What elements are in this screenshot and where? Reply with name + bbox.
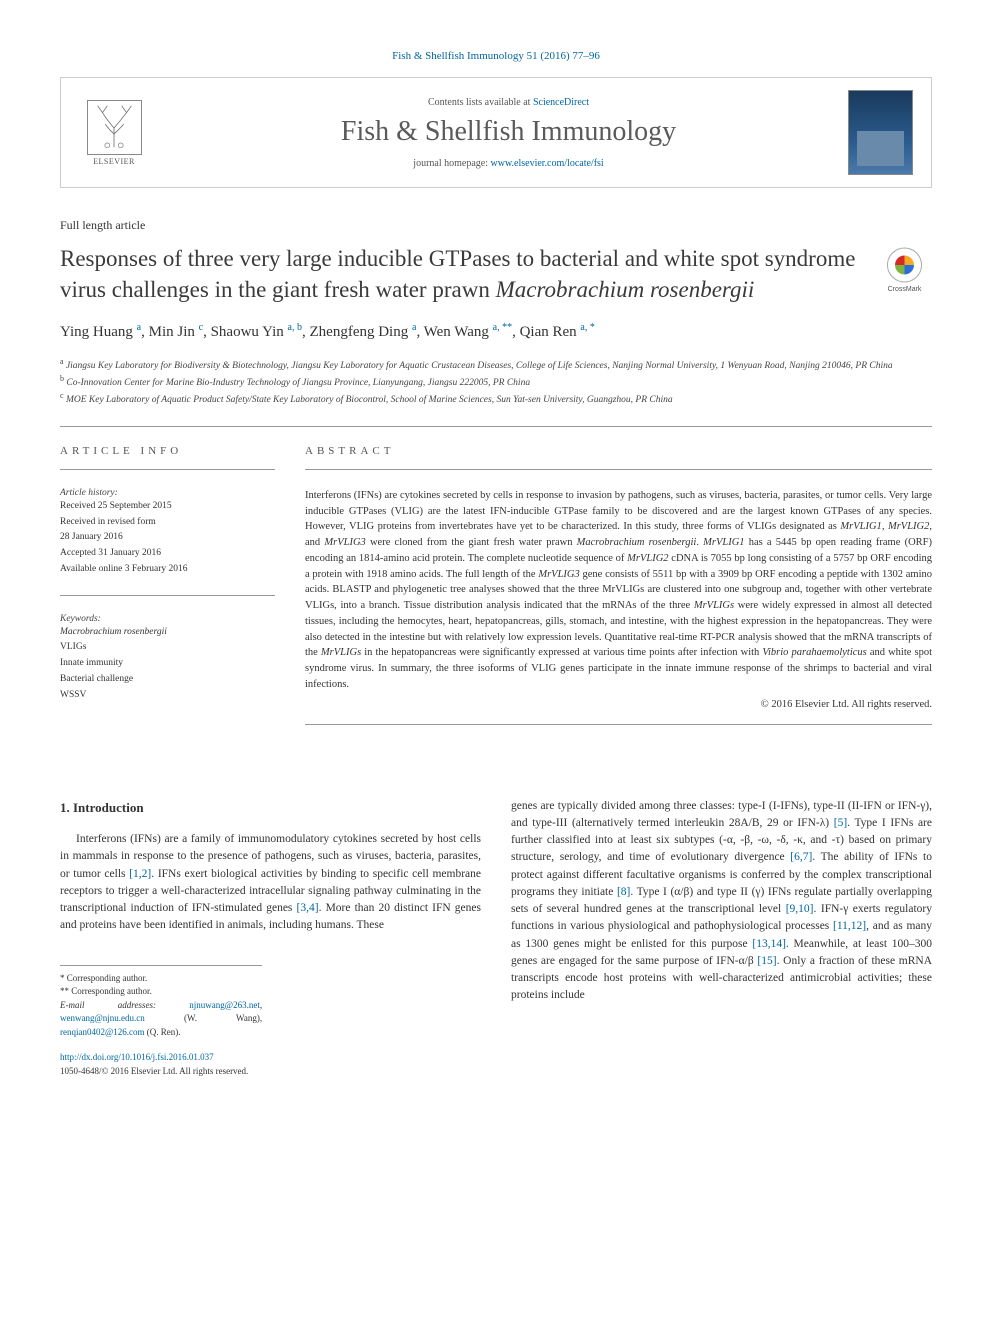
keyword: Bacterial challenge <box>60 673 275 687</box>
article-info-heading: ARTICLE INFO <box>60 445 275 457</box>
author: Wen Wang <box>424 324 489 340</box>
info-abstract-row: ARTICLE INFO Article history: Received 2… <box>60 445 932 743</box>
footer-section: http://dx.doi.org/10.1016/j.fsi.2016.01.… <box>60 1051 932 1078</box>
elsevier-tree-icon <box>87 100 142 155</box>
authors-line: Ying Huang a, Min Jin c, Shaowu Yin a, b… <box>60 320 932 344</box>
history-line: Received 25 September 2015 <box>60 500 275 514</box>
email-link[interactable]: wenwang@njnu.edu.cn <box>60 1013 145 1023</box>
history-label: Article history: <box>60 488 275 498</box>
homepage-prefix: journal homepage: <box>413 158 490 169</box>
body-columns: 1. Introduction Interferons (IFNs) are a… <box>60 798 932 1040</box>
body-left-column: 1. Introduction Interferons (IFNs) are a… <box>60 798 481 1040</box>
header-center: Contents lists available at ScienceDirec… <box>169 97 848 169</box>
ref-link[interactable]: [15] <box>757 955 776 967</box>
contents-prefix: Contents lists available at <box>428 97 533 108</box>
divider <box>305 469 932 470</box>
history-line: Accepted 31 January 2016 <box>60 547 275 561</box>
affiliations: a Jiangsu Key Laboratory for Biodiversit… <box>60 356 932 408</box>
doi-link[interactable]: http://dx.doi.org/10.1016/j.fsi.2016.01.… <box>60 1052 214 1062</box>
affil-link[interactable]: a, * <box>580 322 594 333</box>
email-link[interactable]: renqian0402@126.com <box>60 1027 145 1037</box>
keyword: Macrobrachium rosenbergii <box>60 626 275 640</box>
journal-header-box: ELSEVIER Contents lists available at Sci… <box>60 77 932 188</box>
email-line: E-mail addresses: njnuwang@263.net, wenw… <box>60 999 262 1040</box>
affil-link[interactable]: a <box>137 322 141 333</box>
history-line: Available online 3 February 2016 <box>60 563 275 577</box>
footnotes: * Corresponding author. ** Corresponding… <box>60 965 262 1040</box>
article-history-block: Article history: Received 25 September 2… <box>60 488 275 577</box>
affil-link[interactable]: a <box>412 322 416 333</box>
ref-link[interactable]: [13,14] <box>752 938 786 950</box>
author: Min Jin <box>149 324 195 340</box>
section-number: 1. <box>60 800 70 815</box>
homepage-link[interactable]: www.elsevier.com/locate/fsi <box>491 158 604 169</box>
header-citation: Fish & Shellfish Immunology 51 (2016) 77… <box>60 50 932 62</box>
divider <box>60 469 275 470</box>
affil-text: MOE Key Laboratory of Aquatic Product Sa… <box>66 396 673 406</box>
author: Shaowu Yin <box>211 324 284 340</box>
affil-link[interactable]: a, b <box>288 322 302 333</box>
abstract-text: Interferons (IFNs) are cytokines secrete… <box>305 488 932 693</box>
history-line: Received in revised form <box>60 516 275 530</box>
author: Ying Huang <box>60 324 133 340</box>
article-title: Responses of three very large inducible … <box>60 243 857 305</box>
journal-homepage: journal homepage: www.elsevier.com/locat… <box>169 158 848 169</box>
section-title: Introduction <box>73 800 144 815</box>
issn-copyright: 1050-4648/© 2016 Elsevier Ltd. All right… <box>60 1065 932 1079</box>
divider <box>305 724 932 725</box>
elsevier-label: ELSEVIER <box>93 157 135 166</box>
email-link[interactable]: njnuwang@263.net <box>189 1000 260 1010</box>
affil-text: Jiangsu Key Laboratory for Biodiversity … <box>66 361 893 371</box>
body-paragraph: genes are typically divided among three … <box>511 798 932 1005</box>
section-heading: 1. Introduction <box>60 798 481 818</box>
affiliation-a: a Jiangsu Key Laboratory for Biodiversit… <box>60 356 932 373</box>
article-info-column: ARTICLE INFO Article history: Received 2… <box>60 445 275 743</box>
ref-link[interactable]: [3,4] <box>297 902 319 914</box>
corresponding-note: ** Corresponding author. <box>60 985 262 999</box>
keyword: Innate immunity <box>60 657 275 671</box>
keyword: WSSV <box>60 689 275 703</box>
divider <box>60 595 275 596</box>
ref-link[interactable]: [11,12] <box>833 920 866 932</box>
body-paragraph: Interferons (IFNs) are a family of immun… <box>60 831 481 935</box>
title-row: Responses of three very large inducible … <box>60 243 932 305</box>
keywords-label: Keywords: <box>60 614 275 624</box>
ref-link[interactable]: [9,10] <box>786 903 814 915</box>
abstract-copyright: © 2016 Elsevier Ltd. All rights reserved… <box>305 699 932 710</box>
title-species: Macrobrachium rosenbergii <box>496 277 755 302</box>
journal-cover-thumbnail[interactable] <box>848 90 913 175</box>
affiliation-c: c MOE Key Laboratory of Aquatic Product … <box>60 390 932 407</box>
ref-link[interactable]: [1,2] <box>129 868 151 880</box>
corresponding-note: * Corresponding author. <box>60 972 262 986</box>
affil-text: Co-Innovation Center for Marine Bio-Indu… <box>66 378 530 388</box>
crossmark-badge[interactable]: CrossMark <box>877 243 932 298</box>
keyword: VLIGs <box>60 641 275 655</box>
sciencedirect-link[interactable]: ScienceDirect <box>533 97 589 108</box>
ref-link[interactable]: [6,7] <box>790 851 812 863</box>
elsevier-logo[interactable]: ELSEVIER <box>79 94 149 172</box>
article-type: Full length article <box>60 218 932 233</box>
author: Qian Ren <box>520 324 577 340</box>
affil-link[interactable]: a, ** <box>493 322 512 333</box>
page-container: Fish & Shellfish Immunology 51 (2016) 77… <box>0 0 992 1118</box>
body-right-column: genes are typically divided among three … <box>511 798 932 1040</box>
journal-name: Fish & Shellfish Immunology <box>169 116 848 148</box>
cover-thumb-inner <box>857 131 904 166</box>
history-line: 28 January 2016 <box>60 531 275 545</box>
abstract-column: ABSTRACT Interferons (IFNs) are cytokine… <box>305 445 932 743</box>
svg-text:CrossMark: CrossMark <box>888 286 922 293</box>
ref-link[interactable]: [5] <box>834 817 847 829</box>
abstract-heading: ABSTRACT <box>305 445 932 457</box>
author: Zhengfeng Ding <box>310 324 409 340</box>
affiliation-b: b Co-Innovation Center for Marine Bio-In… <box>60 373 932 390</box>
ref-link[interactable]: [8] <box>617 886 630 898</box>
keywords-block: Keywords: Macrobrachium rosenbergii VLIG… <box>60 614 275 703</box>
contents-line: Contents lists available at ScienceDirec… <box>169 97 848 108</box>
email-label: E-mail addresses: <box>60 1000 156 1010</box>
divider <box>60 426 932 427</box>
affil-link[interactable]: c <box>199 322 203 333</box>
